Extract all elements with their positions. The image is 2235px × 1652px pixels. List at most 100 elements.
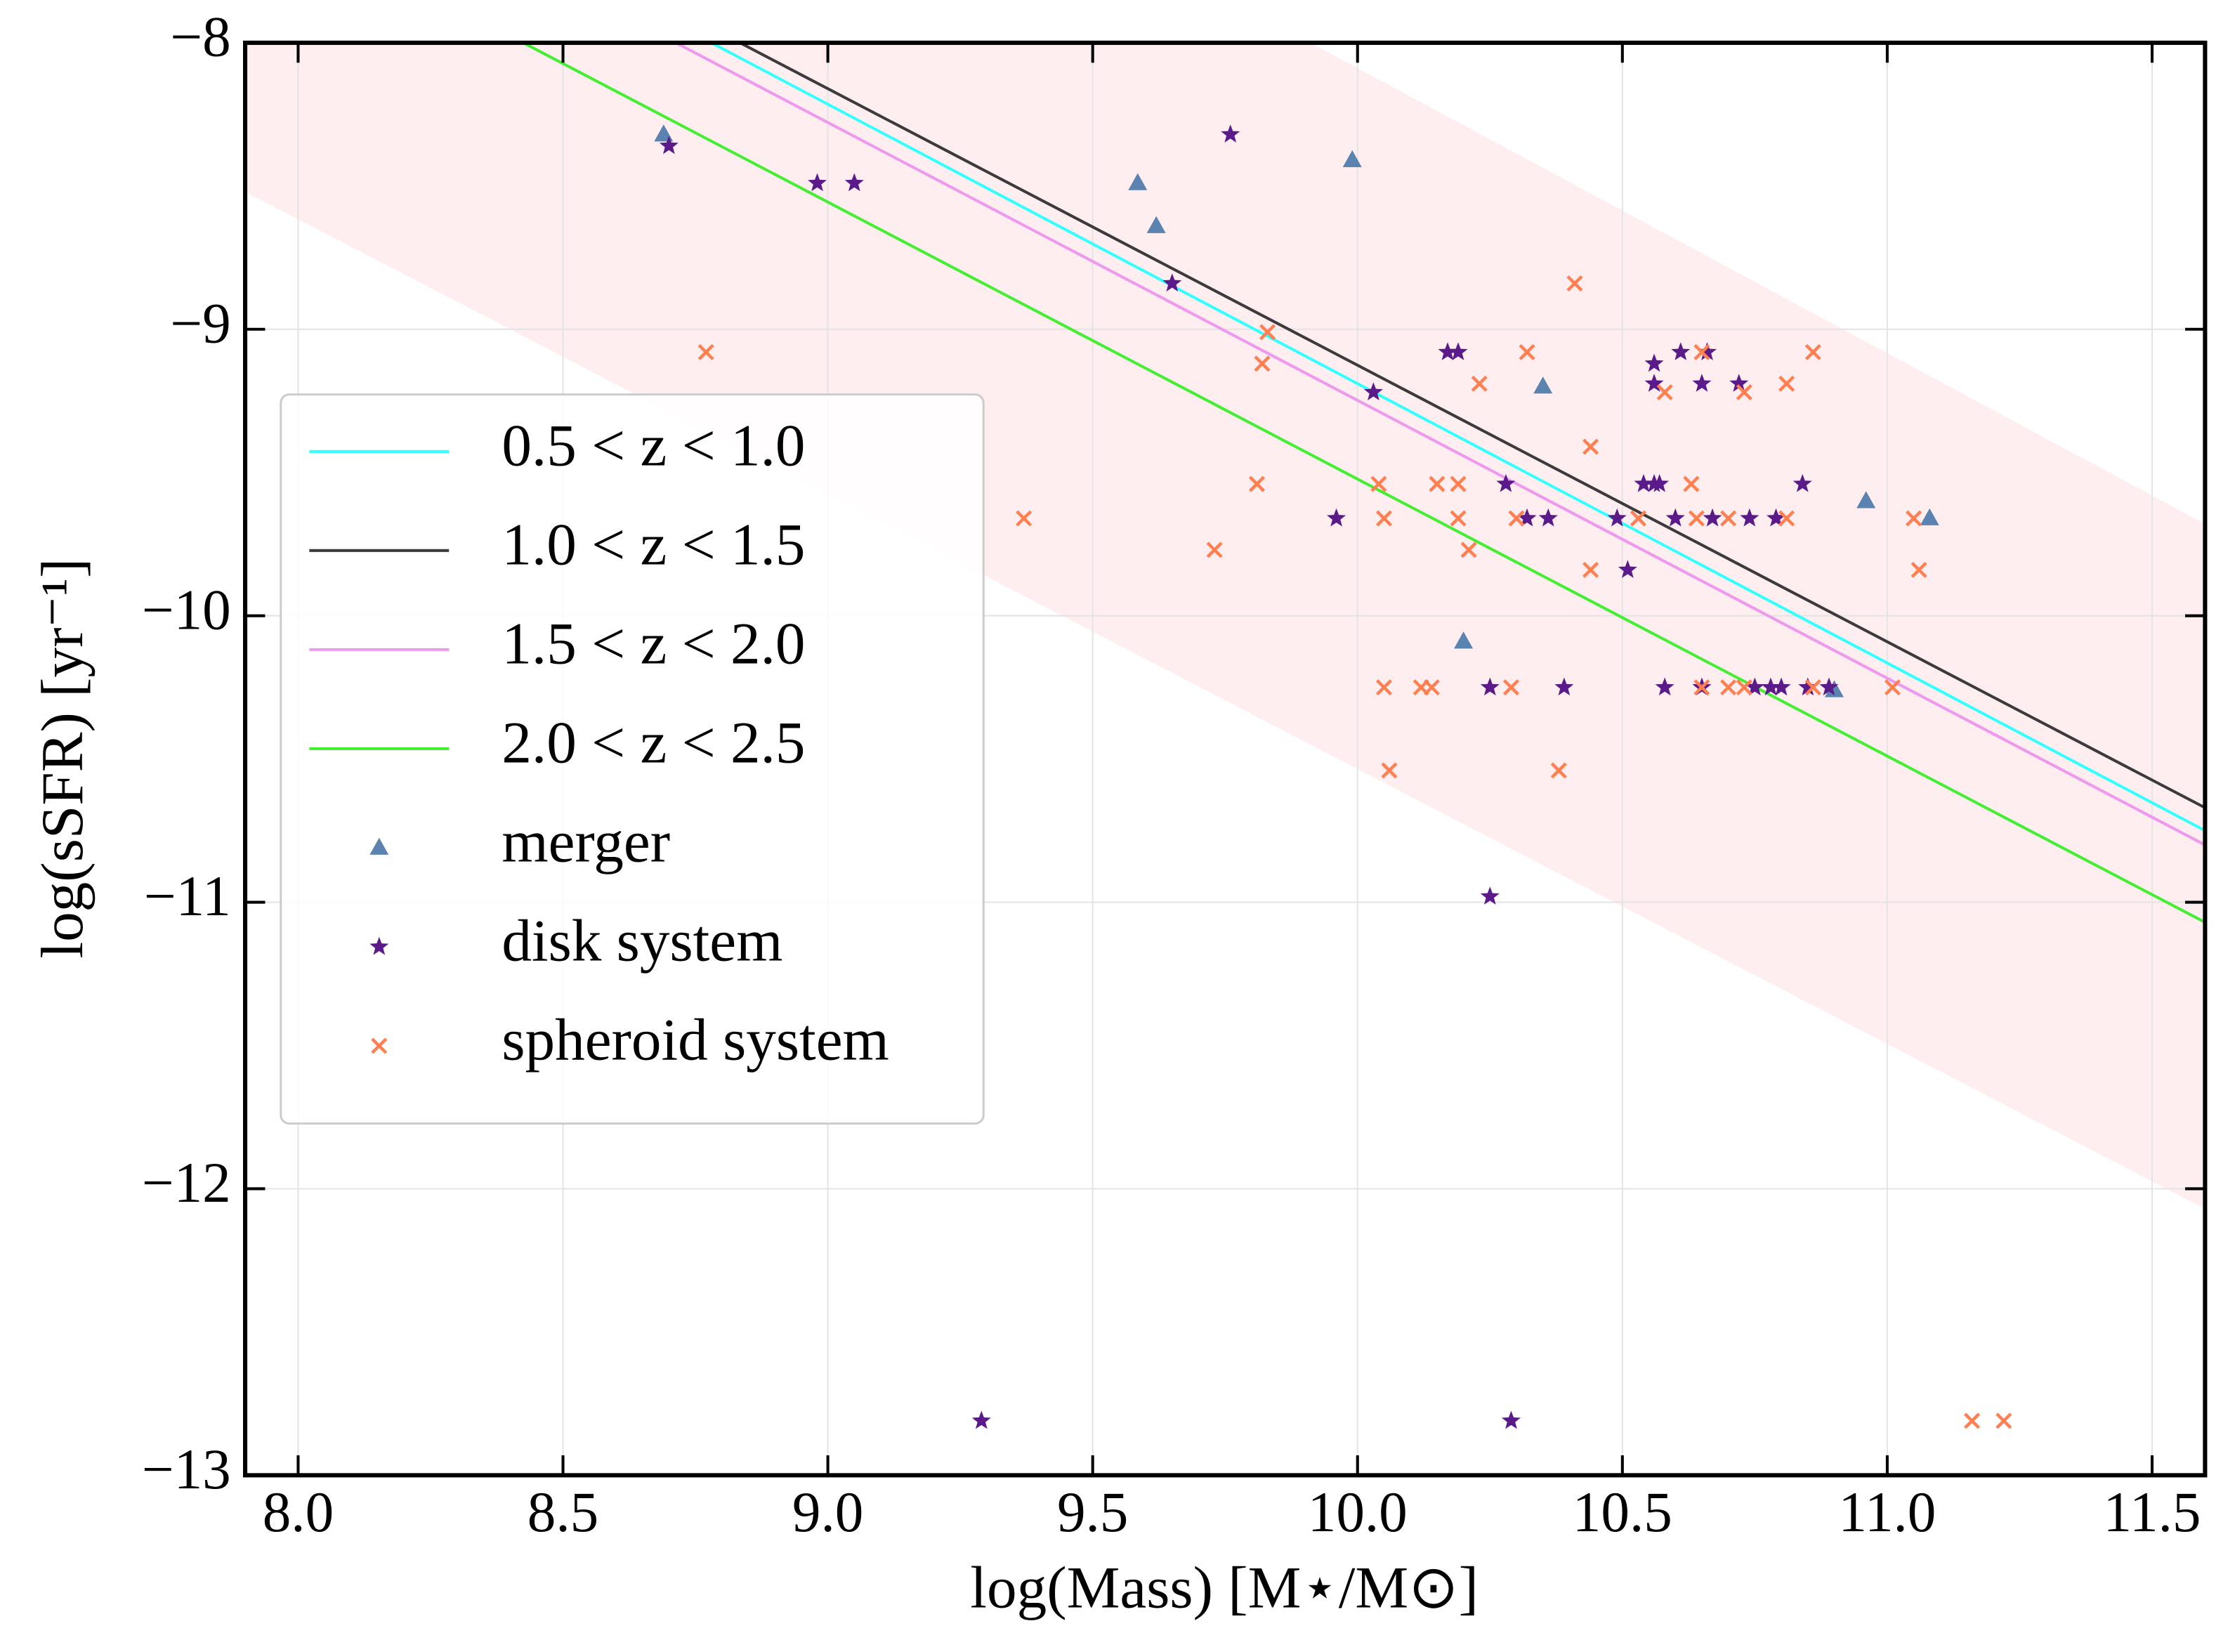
star-marker [1221, 124, 1240, 143]
star-marker [1480, 677, 1500, 696]
star-marker [1745, 677, 1764, 696]
y-axis-label: log(sSFR) [yr⁻¹] [30, 558, 96, 959]
legend-label: 2.0 < z < 2.5 [502, 709, 805, 775]
triangle-marker [1856, 491, 1876, 509]
x-marker [1656, 383, 1673, 401]
star-marker [1767, 508, 1786, 527]
x-marker [1582, 561, 1599, 578]
x-marker [1964, 1412, 1981, 1429]
star-marker [971, 1410, 991, 1429]
x-marker [1381, 762, 1398, 779]
y-tick-label: −9 [170, 291, 230, 355]
x-marker [1375, 679, 1392, 696]
plot-frame [243, 40, 2208, 1478]
x-marker [1450, 476, 1467, 492]
legend: 0.5 < z < 1.0 1.0 < z < 1.5 1.5 < z < 2.0 2… [280, 393, 985, 1125]
legend-box [280, 393, 985, 1125]
x-tick-label: 10.0 [1308, 1481, 1408, 1544]
star-marker [1554, 677, 1574, 696]
y-tick-label: −13 [142, 1438, 231, 1501]
y-tick-label: −11 [144, 865, 231, 928]
x-tick-label: 9.0 [792, 1481, 863, 1544]
axes: 8.0 8.5 9.0 9.5 10.0 10.5 11.0 11.5 −13 −12 −11 −10… [142, 6, 2208, 1544]
x-marker [1688, 510, 1705, 527]
legend-label: spheroid system [502, 1007, 889, 1073]
triangle-marker [1128, 173, 1148, 190]
triangle-marker [1920, 508, 1939, 525]
band [245, 42, 2205, 1210]
x-axis-label: log(Mass) [M⋆/M⊙] [970, 1554, 1479, 1620]
star-marker [1650, 473, 1670, 492]
x-marker [1519, 343, 1535, 360]
triangle-marker [1533, 376, 1553, 394]
star-marker [1618, 560, 1637, 578]
star-marker [1607, 508, 1627, 527]
x-marker [1423, 679, 1440, 696]
star-marker [1327, 508, 1346, 527]
y-tick-label: −8 [170, 6, 230, 69]
x-marker [1736, 383, 1752, 401]
x-marker [1566, 275, 1583, 292]
x-marker [1450, 510, 1467, 527]
x-marker [1804, 343, 1821, 360]
legend-label: merger [502, 809, 670, 875]
triangle-marker [1342, 150, 1362, 168]
triangle-marker [1454, 631, 1474, 649]
legend-label: 0.5 < z < 1.0 [502, 412, 805, 478]
legend-label: 1.0 < z < 1.5 [502, 511, 805, 577]
x-marker [1502, 679, 1519, 696]
x-marker [1248, 476, 1265, 492]
star-marker [1644, 374, 1664, 392]
x-marker [1259, 324, 1276, 341]
star-marker [659, 136, 679, 155]
y-tick-label: −10 [142, 578, 231, 641]
star-marker [1438, 342, 1457, 360]
legend-label: 1.5 < z < 2.0 [502, 610, 805, 676]
triangle-marker [369, 837, 389, 855]
fit-line [710, 42, 2205, 832]
x-marker [1429, 476, 1446, 492]
star-marker [1480, 886, 1500, 905]
star-marker [1671, 342, 1691, 360]
star-marker [1644, 353, 1664, 372]
star-marker [1792, 473, 1812, 492]
x-marker [371, 1037, 388, 1054]
star-marker [1448, 342, 1468, 360]
x-marker [1910, 561, 1927, 578]
x-tick-label: 11.0 [1838, 1481, 1936, 1544]
star-marker [1729, 374, 1749, 392]
star-marker [1634, 473, 1653, 492]
fit-line [675, 42, 2205, 846]
x-marker [1460, 542, 1477, 558]
x-marker [1016, 510, 1033, 527]
x-marker [1995, 1412, 2012, 1429]
star-marker [1771, 677, 1791, 696]
x-tick-label: 11.5 [2103, 1481, 2201, 1544]
x-marker [1375, 510, 1392, 527]
x-marker [1804, 679, 1821, 696]
x-tick-label: 10.5 [1573, 1481, 1672, 1544]
x-marker [1693, 343, 1710, 360]
fit-line [523, 42, 2205, 924]
star-marker [1819, 677, 1839, 696]
x-marker [1370, 476, 1387, 492]
x-marker [1683, 476, 1700, 492]
star-marker [1496, 473, 1516, 492]
star-marker [844, 173, 864, 192]
x-marker [1508, 510, 1525, 527]
star-marker [1517, 508, 1537, 527]
x-tick-label: 8.0 [263, 1481, 334, 1544]
x-marker [1206, 542, 1223, 558]
star-marker [1538, 508, 1558, 527]
star-marker [1655, 677, 1674, 696]
triangle-marker [1146, 216, 1166, 233]
x-marker [1471, 375, 1488, 392]
star-marker [369, 936, 389, 955]
x-marker [697, 343, 714, 360]
star-marker [808, 173, 827, 192]
star-marker [1363, 382, 1383, 400]
x-marker [1582, 438, 1599, 455]
star-marker [1692, 374, 1712, 392]
